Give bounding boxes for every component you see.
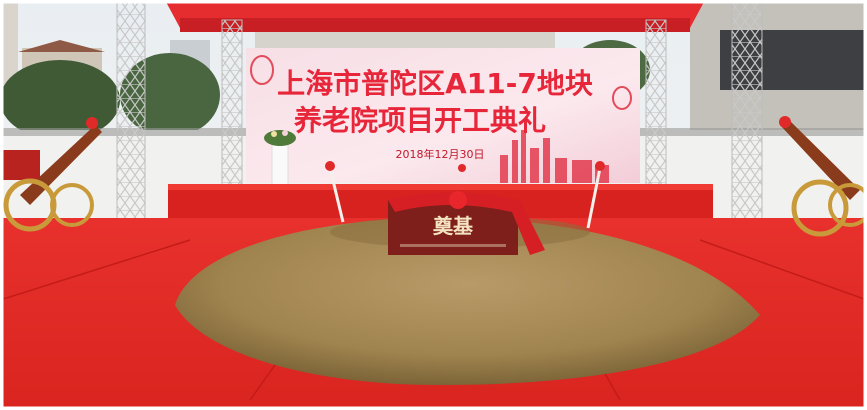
shovel-bow [458,164,466,172]
truss-tower [645,19,667,186]
canopy-edge [180,18,690,32]
ceremonial-cannon-right [779,116,867,237]
flowers [264,130,296,146]
flower [282,130,288,136]
flower [271,131,277,137]
stone-label: 奠基 [433,214,474,238]
banner-subtitle: 养老院项目开工典礼 [294,104,546,137]
cannon-wheel [791,179,849,237]
cannon-wheel [50,183,94,227]
red-ribbon [388,192,545,255]
shovel [328,167,345,223]
cannon-sign [0,150,40,180]
cannon-bow [86,117,98,129]
stone-inscription [400,244,506,247]
truss-tower [221,19,243,186]
cannon-wheel [828,183,867,227]
roof [18,40,105,52]
shovel-bow [595,161,605,171]
cannon-bow [779,116,791,128]
sand-mound [175,217,760,385]
banner-title: 上海市普陀区A11-7地块 [277,67,593,100]
ribbon-bow [449,191,467,209]
ceremonial-cannon-left [0,117,102,232]
cannon-barrel [780,118,860,200]
shovel-bow [325,161,335,171]
banner-date: 2018年12月30日 [396,147,485,161]
stage-edge [168,184,713,190]
carpet-seam [0,239,867,401]
balloon [612,86,632,110]
shovel [586,167,602,229]
truss-tower [731,0,763,223]
truss-tower [116,0,146,223]
podium [271,144,289,186]
balloon [250,55,274,85]
building [255,30,555,52]
